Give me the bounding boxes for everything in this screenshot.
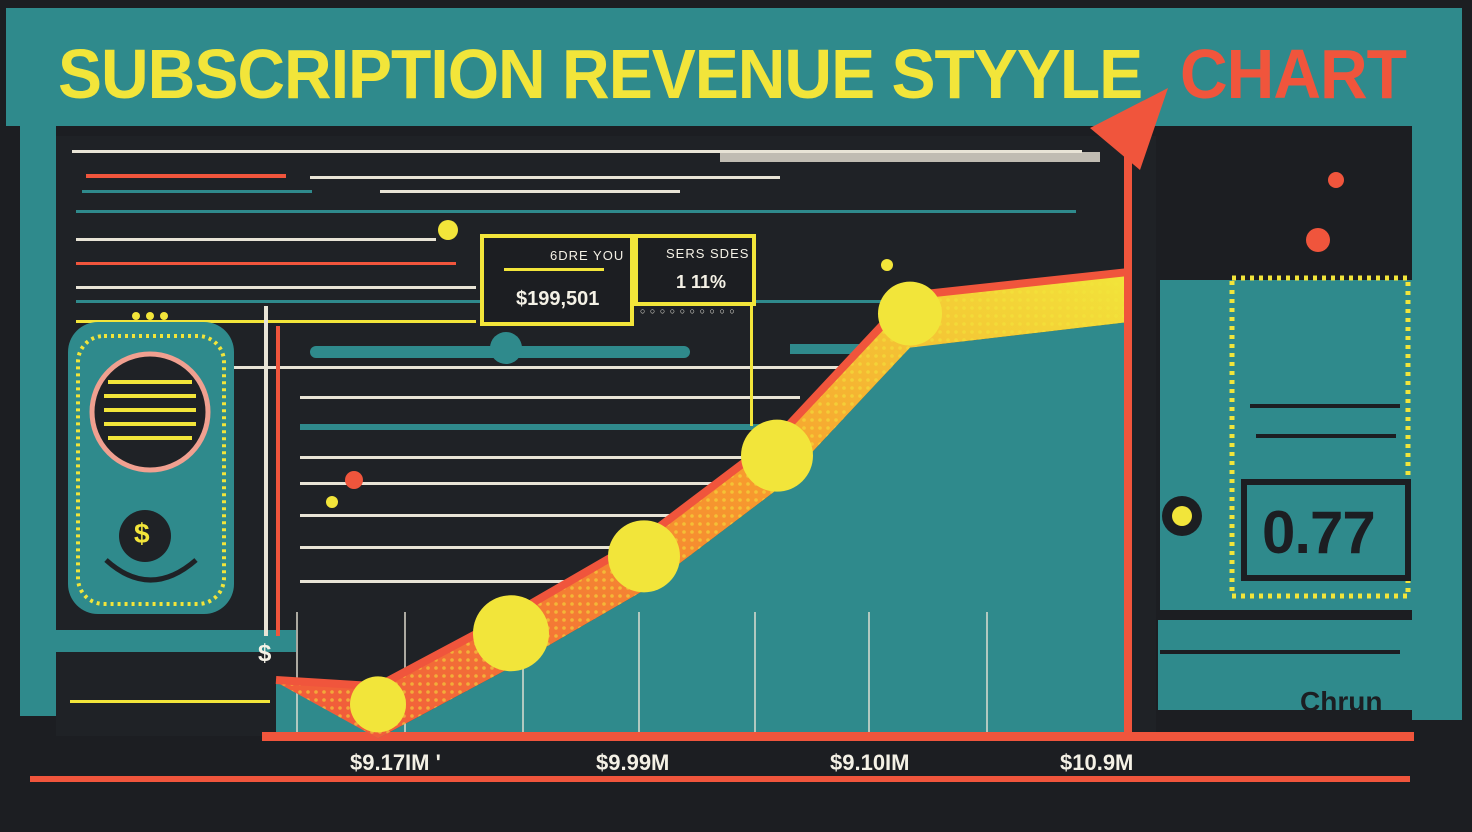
y-axis	[264, 306, 280, 636]
x-tick-label: $9.10IM	[830, 750, 910, 775]
wallet-device	[68, 312, 234, 614]
kpi-label: Chrun	[1300, 686, 1383, 717]
left-frame	[20, 126, 56, 716]
kpi-value: 0.77	[1262, 499, 1376, 566]
callout-connector	[750, 296, 753, 426]
data-point	[741, 419, 813, 492]
arrow-shaft	[1124, 120, 1132, 734]
revenue-box-label: 6DRE YOU	[550, 248, 625, 263]
x-tick-label: $9.17IM '	[350, 750, 441, 775]
right-frame	[1412, 120, 1462, 720]
grid-line	[986, 612, 988, 732]
growth-box-label: SERS SDES	[666, 246, 750, 261]
grid-line	[522, 612, 524, 732]
area-fill	[276, 322, 1128, 739]
grid-line	[296, 612, 298, 732]
arrow-head	[1090, 88, 1168, 170]
data-point	[473, 595, 549, 672]
data-point	[350, 676, 406, 733]
revenue-box: 6DRE YOU $199,501	[480, 234, 634, 326]
x-tick-label: $10.9M	[1060, 750, 1134, 775]
growth-box: SERS SDES 1 11%	[634, 234, 756, 306]
data-point	[878, 281, 942, 346]
x-tick-label: $9.99M	[596, 750, 670, 775]
data-point	[608, 520, 680, 593]
chart-title: SUBSCRIPTION REVENUE STYYLE	[58, 35, 1143, 113]
wallet-dollar-icon: $	[134, 518, 150, 549]
revenue-band-halftone	[276, 272, 1128, 739]
revenue-box-rule	[504, 268, 604, 271]
bottom-bar	[30, 776, 1410, 782]
grid-line	[638, 612, 640, 732]
chart-title-accent: CHART	[1180, 35, 1407, 113]
grid-line	[754, 612, 756, 732]
grid-line	[868, 612, 870, 732]
axis-dollar-icon: $	[258, 640, 272, 667]
revenue-box-value: $199,501	[516, 288, 600, 310]
x-axis-bar	[262, 732, 1414, 741]
kpi-panel	[1158, 275, 1412, 710]
growth-box-footnote: ○ ○ ○ ○ ○ ○ ○ ○ ○ ○	[640, 306, 736, 316]
growth-box-value: 1 11%	[676, 272, 727, 292]
header-band	[6, 8, 1462, 126]
